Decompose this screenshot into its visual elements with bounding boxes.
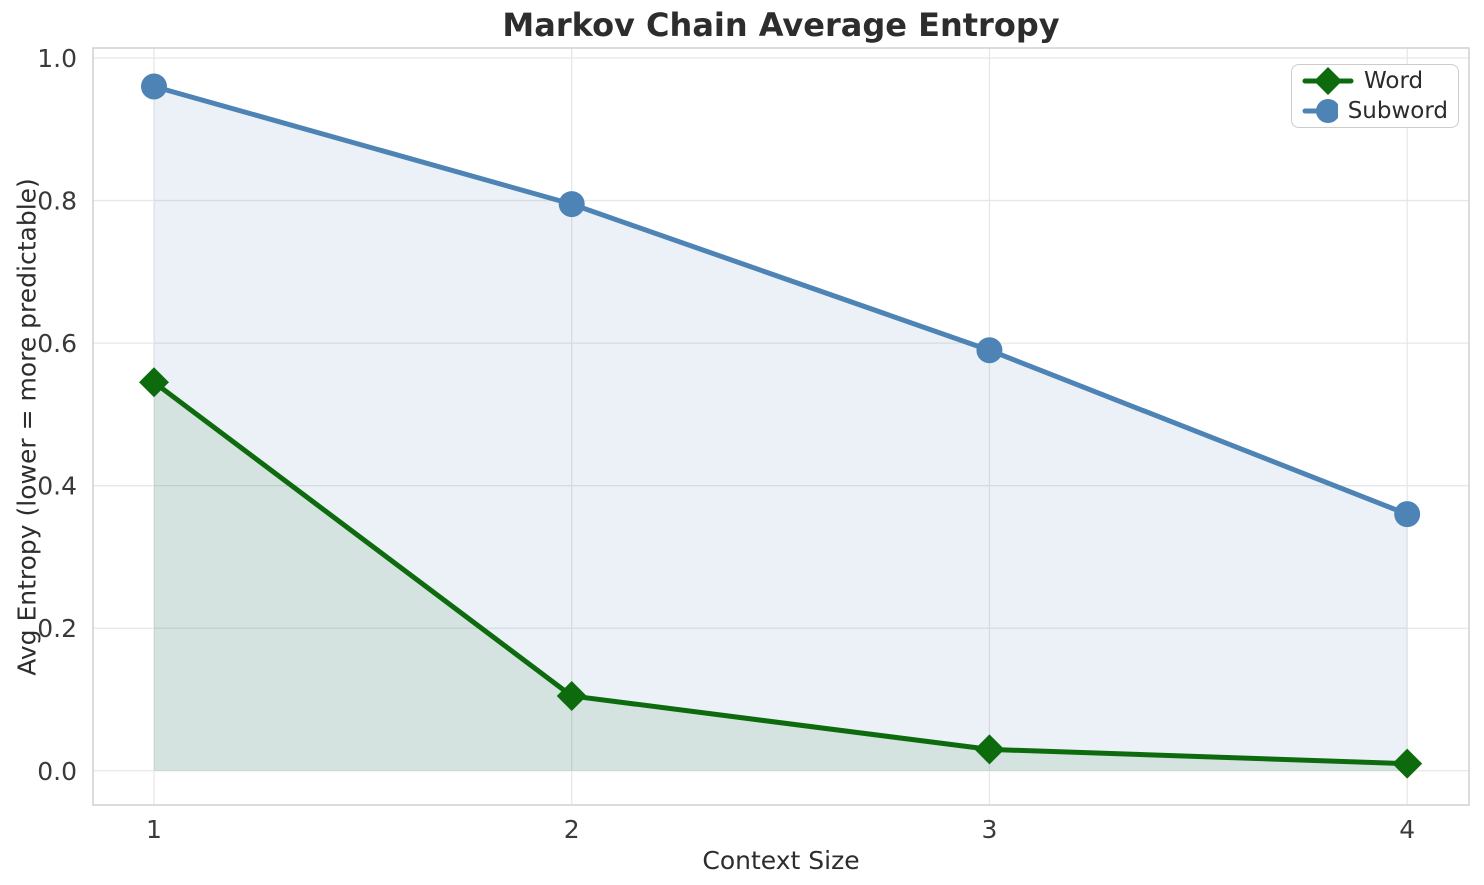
word-legend-marker-icon <box>1314 67 1342 95</box>
subword-marker <box>140 73 167 100</box>
legend-item-word: Word <box>1302 66 1448 96</box>
word-marker <box>556 680 587 711</box>
word-marker <box>974 734 1005 765</box>
word-area <box>153 382 1408 771</box>
y-tick-label: 1.0 <box>37 44 77 73</box>
legend-label-subword: Subword <box>1347 98 1448 124</box>
word-marker <box>1392 748 1423 779</box>
subword-marker <box>1394 501 1421 528</box>
y-tick-label: 0.2 <box>37 614 77 643</box>
subword-legend-marker-icon <box>1316 99 1338 123</box>
subword-line-marker-icon <box>1302 99 1338 123</box>
word-line-marker-icon <box>1302 67 1354 95</box>
x-axis-label: Context Size <box>702 846 860 875</box>
y-tick-label: 0.6 <box>37 329 77 358</box>
x-tick-label: 4 <box>1399 815 1415 844</box>
chart-title: Markov Chain Average Entropy <box>502 6 1060 44</box>
legend-label-word: Word <box>1364 68 1424 94</box>
word-marker <box>138 367 169 398</box>
x-tick-label: 3 <box>981 815 997 844</box>
plot-border <box>92 47 1470 806</box>
legend: Word Subword <box>1291 64 1459 128</box>
x-tick-label: 2 <box>564 815 580 844</box>
subword-marker <box>558 191 585 218</box>
y-axis-label: Avg Entropy (lower = more predictable) <box>12 178 42 676</box>
subword-marker <box>976 337 1003 364</box>
legend-item-subword: Subword <box>1302 96 1448 126</box>
subword-area <box>153 86 1408 771</box>
y-tick-label: 0.8 <box>37 187 77 216</box>
word-line <box>151 379 1410 767</box>
y-tick-label: 0.4 <box>37 472 77 501</box>
subword-line <box>151 83 1410 517</box>
y-tick-label: 0.0 <box>37 757 77 786</box>
x-tick-label: 1 <box>146 815 162 844</box>
